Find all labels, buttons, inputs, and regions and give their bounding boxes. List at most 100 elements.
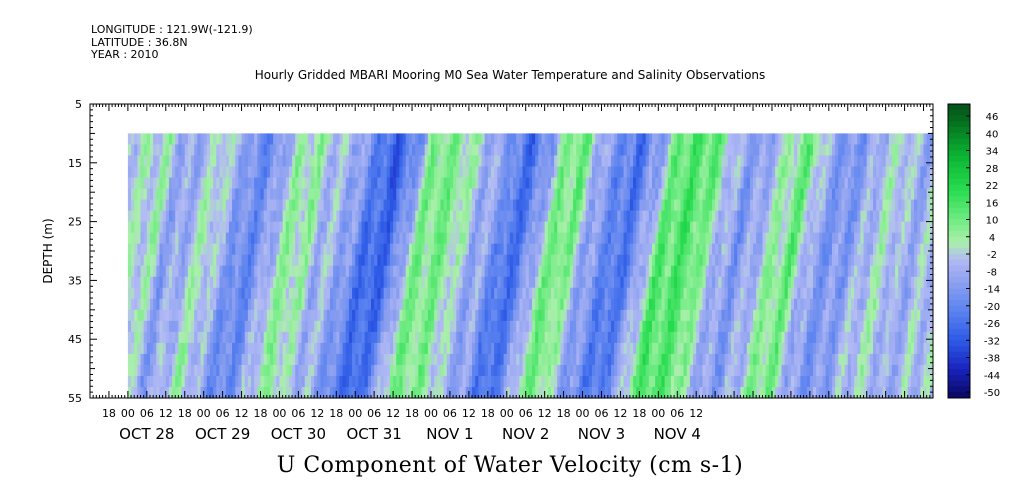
heatmap-cell — [336, 232, 341, 245]
heatmap-cell — [610, 265, 615, 278]
heatmap-cell — [156, 364, 161, 377]
heatmap-cell — [705, 199, 710, 212]
heatmap-cell — [288, 375, 293, 388]
heatmap-cell — [443, 166, 448, 179]
heatmap-cell — [601, 144, 606, 157]
heatmap-cell — [642, 375, 647, 388]
heatmap-cell — [266, 353, 271, 366]
heatmap-cell — [569, 353, 574, 366]
heatmap-cell — [358, 166, 363, 179]
heatmap-cell — [696, 287, 700, 300]
heatmap-cell — [775, 298, 779, 311]
heatmap-cell — [153, 155, 157, 168]
heatmap-cell — [184, 221, 189, 234]
heatmap-cell — [459, 254, 464, 267]
heatmap-cell — [547, 375, 552, 388]
heatmap-cell — [516, 265, 520, 278]
heatmap-cell — [693, 375, 697, 388]
heatmap-cell — [494, 144, 498, 157]
heatmap-cell — [336, 320, 341, 333]
heatmap-cell — [449, 331, 454, 344]
heatmap-cell — [326, 199, 331, 212]
heatmap-cell — [213, 309, 217, 322]
heatmap-cell — [194, 210, 198, 223]
heatmap-cell — [573, 199, 577, 212]
heatmap-cell — [519, 298, 524, 311]
heatmap-cell — [178, 166, 183, 179]
heatmap-cell — [459, 177, 464, 190]
heatmap-cell — [168, 210, 173, 223]
heatmap-cell — [408, 188, 413, 201]
heatmap-cell — [165, 221, 170, 234]
heatmap-cell — [342, 353, 347, 366]
heatmap-cell — [519, 210, 524, 223]
heatmap-cell — [162, 309, 167, 322]
heatmap-cell — [749, 232, 754, 245]
heatmap-cell — [592, 298, 596, 311]
heatmap-cell — [478, 155, 483, 168]
heatmap-cell — [541, 133, 546, 146]
heatmap-cell — [232, 243, 236, 256]
heatmap-cell — [446, 331, 451, 344]
heatmap-cell — [547, 188, 552, 201]
heatmap-cell — [131, 276, 135, 289]
heatmap-cell — [579, 309, 584, 322]
heatmap-cell — [311, 331, 315, 344]
heatmap-cell — [554, 375, 558, 388]
heatmap-cell — [276, 265, 281, 278]
heatmap-cell — [131, 232, 135, 245]
heatmap-cell — [225, 199, 230, 212]
heatmap-cell — [367, 254, 372, 267]
heatmap-cell — [699, 210, 704, 223]
heatmap-cell — [162, 265, 167, 278]
heatmap-cell — [535, 232, 539, 245]
heatmap-cell — [159, 166, 164, 179]
heatmap-cell — [301, 386, 306, 399]
heatmap-cell — [724, 320, 729, 333]
heatmap-cell — [209, 287, 214, 300]
heatmap-cell — [269, 309, 274, 322]
heatmap-cell — [355, 177, 359, 190]
heatmap-cell — [610, 232, 615, 245]
heatmap-cell — [260, 133, 265, 146]
heatmap-cell — [326, 144, 331, 157]
heatmap-cell — [693, 309, 697, 322]
heatmap-cell — [664, 331, 669, 344]
heatmap-cell — [472, 177, 476, 190]
heatmap-cell — [490, 287, 495, 300]
heatmap-cell — [219, 265, 224, 278]
heatmap-cell — [333, 353, 337, 366]
heatmap-cell — [336, 133, 341, 146]
heatmap-cell — [181, 287, 186, 300]
heatmap-cell — [304, 276, 309, 289]
heatmap-cell — [620, 375, 625, 388]
heatmap-cell — [345, 254, 350, 267]
heatmap-cell — [317, 177, 322, 190]
heatmap-cell — [576, 144, 580, 157]
heatmap-cell — [500, 155, 505, 168]
heatmap-cell — [724, 364, 729, 377]
heatmap-cell — [494, 353, 498, 366]
heatmap-cell — [143, 331, 148, 344]
heatmap-cell — [339, 298, 344, 311]
heatmap-cell — [778, 287, 783, 300]
heatmap-cell — [386, 144, 391, 157]
year-label: YEAR : 2010 — [91, 48, 159, 61]
heatmap-cell — [730, 155, 735, 168]
heatmap-cell — [756, 298, 760, 311]
heatmap-cell — [478, 353, 483, 366]
heatmap-cell — [554, 331, 558, 344]
heatmap-cell — [440, 353, 445, 366]
heatmap-cell — [465, 320, 470, 333]
heatmap-cell — [282, 254, 287, 267]
heatmap-cell — [623, 342, 628, 355]
heatmap-cell — [260, 232, 265, 245]
heatmap-cell — [175, 155, 180, 168]
heatmap-cell — [547, 320, 552, 333]
heatmap-cell — [377, 232, 382, 245]
heatmap-cell — [235, 276, 239, 289]
heatmap-cell — [333, 342, 337, 355]
heatmap-cell — [320, 331, 325, 344]
heatmap-cell — [453, 166, 457, 179]
heatmap-cell — [705, 177, 710, 190]
